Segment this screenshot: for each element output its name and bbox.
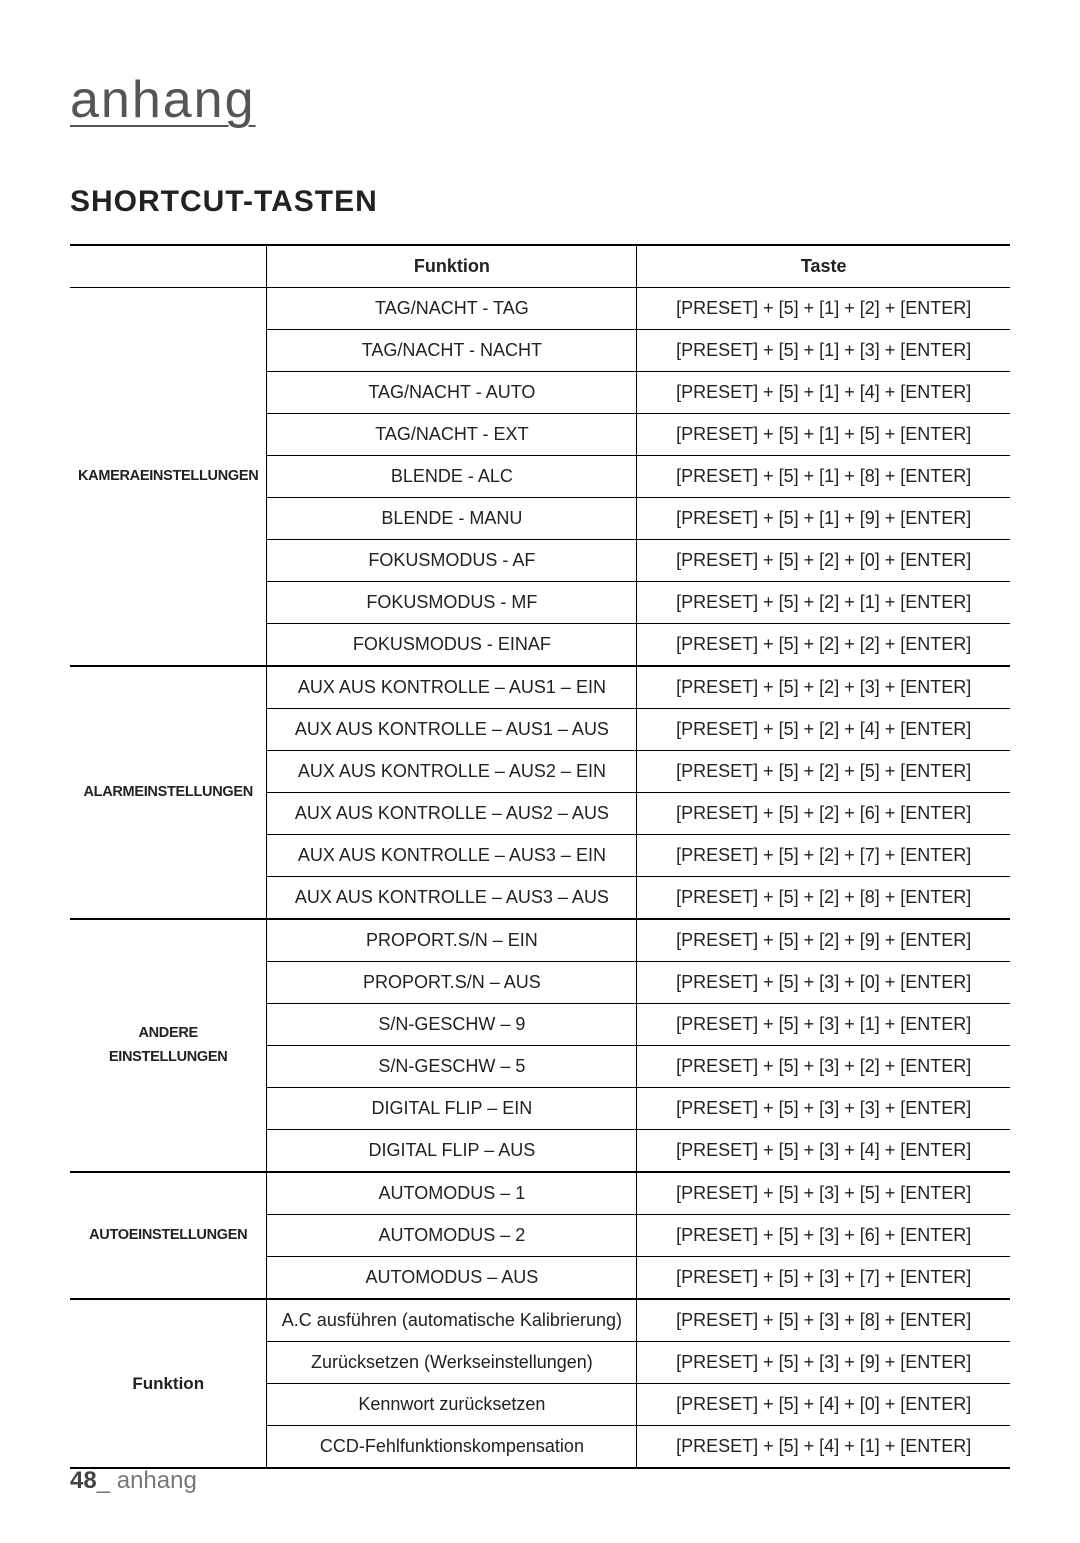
key-cell: [PRESET] + [5] + [2] + [5] + [ENTER]	[637, 751, 1010, 793]
key-cell: [PRESET] + [5] + [1] + [9] + [ENTER]	[637, 498, 1010, 540]
key-cell: [PRESET] + [5] + [3] + [3] + [ENTER]	[637, 1088, 1010, 1130]
key-cell: [PRESET] + [5] + [2] + [0] + [ENTER]	[637, 540, 1010, 582]
function-cell: AUX AUS KONTROLLE – AUS2 – EIN	[267, 751, 637, 793]
function-cell: TAG/NACHT - AUTO	[267, 372, 637, 414]
category-cell: KAMERAEINSTELLUNGEN	[70, 288, 267, 667]
key-cell: [PRESET] + [5] + [3] + [0] + [ENTER]	[637, 962, 1010, 1004]
key-cell: [PRESET] + [5] + [3] + [5] + [ENTER]	[637, 1172, 1010, 1215]
function-cell: S/N-GESCHW – 5	[267, 1046, 637, 1088]
function-cell: AUX AUS KONTROLLE – AUS1 – AUS	[267, 709, 637, 751]
key-cell: [PRESET] + [5] + [3] + [4] + [ENTER]	[637, 1130, 1010, 1173]
key-cell: [PRESET] + [5] + [3] + [7] + [ENTER]	[637, 1257, 1010, 1300]
key-cell: [PRESET] + [5] + [2] + [4] + [ENTER]	[637, 709, 1010, 751]
function-cell: TAG/NACHT - TAG	[267, 288, 637, 330]
table-header-row: Funktion Taste	[70, 245, 1010, 288]
function-cell: TAG/NACHT - NACHT	[267, 330, 637, 372]
function-cell: AUTOMODUS – 2	[267, 1215, 637, 1257]
table-row: ALARMEINSTELLUNGENAUX AUS KONTROLLE – AU…	[70, 666, 1010, 709]
key-cell: [PRESET] + [5] + [2] + [3] + [ENTER]	[637, 666, 1010, 709]
key-cell: [PRESET] + [5] + [2] + [2] + [ENTER]	[637, 624, 1010, 667]
key-cell: [PRESET] + [5] + [2] + [8] + [ENTER]	[637, 877, 1010, 920]
key-cell: [PRESET] + [5] + [4] + [1] + [ENTER]	[637, 1426, 1010, 1469]
function-cell: FOKUSMODUS - EINAF	[267, 624, 637, 667]
function-cell: PROPORT.S/N – AUS	[267, 962, 637, 1004]
footer-sep: _	[97, 1467, 117, 1494]
function-cell: Kennwort zurücksetzen	[267, 1384, 637, 1426]
function-cell: CCD-Fehlfunktionskompensation	[267, 1426, 637, 1469]
function-cell: AUTOMODUS – AUS	[267, 1257, 637, 1300]
key-cell: [PRESET] + [5] + [3] + [2] + [ENTER]	[637, 1046, 1010, 1088]
key-cell: [PRESET] + [5] + [3] + [9] + [ENTER]	[637, 1342, 1010, 1384]
function-cell: AUX AUS KONTROLLE – AUS1 – EIN	[267, 666, 637, 709]
function-cell: PROPORT.S/N – EIN	[267, 919, 637, 962]
function-cell: A.C ausführen (automatische Kalibrierung…	[267, 1299, 637, 1342]
function-cell: DIGITAL FLIP – AUS	[267, 1130, 637, 1173]
function-cell: BLENDE - MANU	[267, 498, 637, 540]
page-header: anhang	[70, 70, 1010, 130]
category-cell: ANDEREEINSTELLUNGEN	[70, 919, 267, 1172]
table-body: KAMERAEINSTELLUNGENTAG/NACHT - TAG[PRESE…	[70, 288, 1010, 1469]
function-cell: FOKUSMODUS - AF	[267, 540, 637, 582]
key-cell: [PRESET] + [5] + [2] + [9] + [ENTER]	[637, 919, 1010, 962]
key-cell: [PRESET] + [5] + [2] + [7] + [ENTER]	[637, 835, 1010, 877]
shortcut-table: Funktion Taste KAMERAEINSTELLUNGENTAG/NA…	[70, 244, 1010, 1469]
key-cell: [PRESET] + [5] + [1] + [5] + [ENTER]	[637, 414, 1010, 456]
table-row: ANDEREEINSTELLUNGENPROPORT.S/N – EIN[PRE…	[70, 919, 1010, 962]
key-cell: [PRESET] + [5] + [1] + [2] + [ENTER]	[637, 288, 1010, 330]
key-cell: [PRESET] + [5] + [4] + [0] + [ENTER]	[637, 1384, 1010, 1426]
key-cell: [PRESET] + [5] + [2] + [6] + [ENTER]	[637, 793, 1010, 835]
function-cell: FOKUSMODUS - MF	[267, 582, 637, 624]
category-cell: AUTOEINSTELLUNGEN	[70, 1172, 267, 1299]
key-cell: [PRESET] + [5] + [3] + [6] + [ENTER]	[637, 1215, 1010, 1257]
function-cell: Zurücksetzen (Werkseinstellungen)	[267, 1342, 637, 1384]
function-cell: AUTOMODUS – 1	[267, 1172, 637, 1215]
function-cell: AUX AUS KONTROLLE – AUS2 – AUS	[267, 793, 637, 835]
category-cell: ALARMEINSTELLUNGEN	[70, 666, 267, 919]
table-row: KAMERAEINSTELLUNGENTAG/NACHT - TAG[PRESE…	[70, 288, 1010, 330]
col-key: Taste	[637, 245, 1010, 288]
function-cell: AUX AUS KONTROLLE – AUS3 – EIN	[267, 835, 637, 877]
key-cell: [PRESET] + [5] + [3] + [1] + [ENTER]	[637, 1004, 1010, 1046]
category-cell: Funktion	[70, 1299, 267, 1468]
function-cell: S/N-GESCHW – 9	[267, 1004, 637, 1046]
section-title: SHORTCUT-TASTEN	[70, 185, 1010, 219]
page-number: 48	[70, 1467, 97, 1494]
footer-label: anhang	[117, 1467, 197, 1494]
table-row: AUTOEINSTELLUNGENAUTOMODUS – 1[PRESET] +…	[70, 1172, 1010, 1215]
function-cell: BLENDE - ALC	[267, 456, 637, 498]
table-row: FunktionA.C ausführen (automatische Kali…	[70, 1299, 1010, 1342]
key-cell: [PRESET] + [5] + [1] + [3] + [ENTER]	[637, 330, 1010, 372]
key-cell: [PRESET] + [5] + [2] + [1] + [ENTER]	[637, 582, 1010, 624]
key-cell: [PRESET] + [5] + [1] + [8] + [ENTER]	[637, 456, 1010, 498]
col-category	[70, 245, 267, 288]
key-cell: [PRESET] + [5] + [1] + [4] + [ENTER]	[637, 372, 1010, 414]
page-footer: 48_ anhang	[70, 1467, 197, 1495]
function-cell: AUX AUS KONTROLLE – AUS3 – AUS	[267, 877, 637, 920]
key-cell: [PRESET] + [5] + [3] + [8] + [ENTER]	[637, 1299, 1010, 1342]
col-function: Funktion	[267, 245, 637, 288]
function-cell: TAG/NACHT - EXT	[267, 414, 637, 456]
function-cell: DIGITAL FLIP – EIN	[267, 1088, 637, 1130]
